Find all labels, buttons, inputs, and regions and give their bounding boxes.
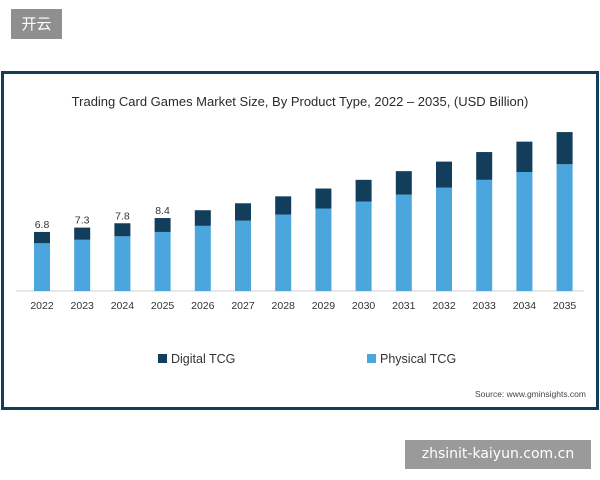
bar-chart: Trading Card Games Market Size, By Produ… xyxy=(16,94,586,399)
bar-physical-2030 xyxy=(355,201,372,291)
data-labels: 6.8 7.3 7.8 8.4 xyxy=(35,205,170,231)
x-tick-label-2031: 2031 xyxy=(392,300,416,312)
x-tick-label-2027: 2027 xyxy=(231,300,255,312)
x-tick-label-2026: 2026 xyxy=(191,300,215,312)
x-tick-label-2030: 2030 xyxy=(352,300,376,312)
x-tick-label-2034: 2034 xyxy=(513,300,537,312)
legend-digital-label: Digital TCG xyxy=(171,352,235,366)
bar-physical-2035 xyxy=(556,164,573,291)
bar-digital-2024 xyxy=(114,223,131,237)
bar-physical-2033 xyxy=(476,179,493,291)
bar-physical-2026 xyxy=(194,225,211,291)
bar-physical-2029 xyxy=(315,208,332,291)
bar-digital-2028 xyxy=(275,196,292,215)
x-tick-label-2023: 2023 xyxy=(71,300,95,312)
bar-physical-2025 xyxy=(154,231,171,291)
chart-frame: Trading Card Games Market Size, By Produ… xyxy=(1,71,599,410)
source-credit: Source: www.gminsights.com xyxy=(475,389,586,399)
x-tick-label-2025: 2025 xyxy=(151,300,175,312)
chart-title: Trading Card Games Market Size, By Produ… xyxy=(72,94,529,109)
bar-digital-2034 xyxy=(516,141,533,173)
bar-digital-2035 xyxy=(556,132,573,165)
legend-physical-label: Physical TCG xyxy=(380,352,456,366)
bar-physical-2024 xyxy=(114,236,131,291)
x-tick-label-2032: 2032 xyxy=(432,300,456,312)
bar-digital-2029 xyxy=(315,188,332,209)
x-tick-label-2024: 2024 xyxy=(111,300,135,312)
bars-group xyxy=(34,132,573,291)
corner-badge: 开云 xyxy=(11,9,62,39)
watermark: zhsinit-kaiyun.com.cn xyxy=(405,440,591,469)
data-label-2024: 7.8 xyxy=(115,210,130,222)
bar-digital-2025 xyxy=(154,218,171,232)
bar-digital-2023 xyxy=(74,227,91,240)
bar-digital-2031 xyxy=(395,171,412,195)
bar-digital-2026 xyxy=(194,210,211,226)
legend-physical-swatch xyxy=(367,354,376,363)
bar-digital-2030 xyxy=(355,179,372,202)
x-tick-label-2035: 2035 xyxy=(553,300,577,312)
bar-physical-2027 xyxy=(235,220,251,291)
bar-physical-2031 xyxy=(395,194,412,291)
legend: Digital TCG Physical TCG xyxy=(158,352,456,366)
x-tick-label-2029: 2029 xyxy=(312,300,336,312)
legend-digital-swatch xyxy=(158,354,167,363)
bar-physical-2034 xyxy=(516,172,533,291)
bar-physical-2022 xyxy=(34,243,50,291)
data-label-2022: 6.8 xyxy=(35,219,50,231)
bar-physical-2028 xyxy=(275,214,292,291)
bar-digital-2032 xyxy=(436,161,452,188)
bar-physical-2032 xyxy=(436,187,452,291)
x-tick-label-2022: 2022 xyxy=(30,300,54,312)
x-tick-label-2033: 2033 xyxy=(473,300,497,312)
data-label-2025: 8.4 xyxy=(155,205,170,217)
x-tick-labels: 2022 2023 2024 2025 2026 2027 2028 2029 2030 2031… xyxy=(30,300,576,312)
bar-physical-2023 xyxy=(74,239,91,291)
x-tick-label-2028: 2028 xyxy=(272,300,296,312)
bar-digital-2027 xyxy=(235,203,251,221)
bar-digital-2033 xyxy=(476,152,493,180)
bar-digital-2022 xyxy=(34,231,50,244)
data-label-2023: 7.3 xyxy=(75,215,90,227)
